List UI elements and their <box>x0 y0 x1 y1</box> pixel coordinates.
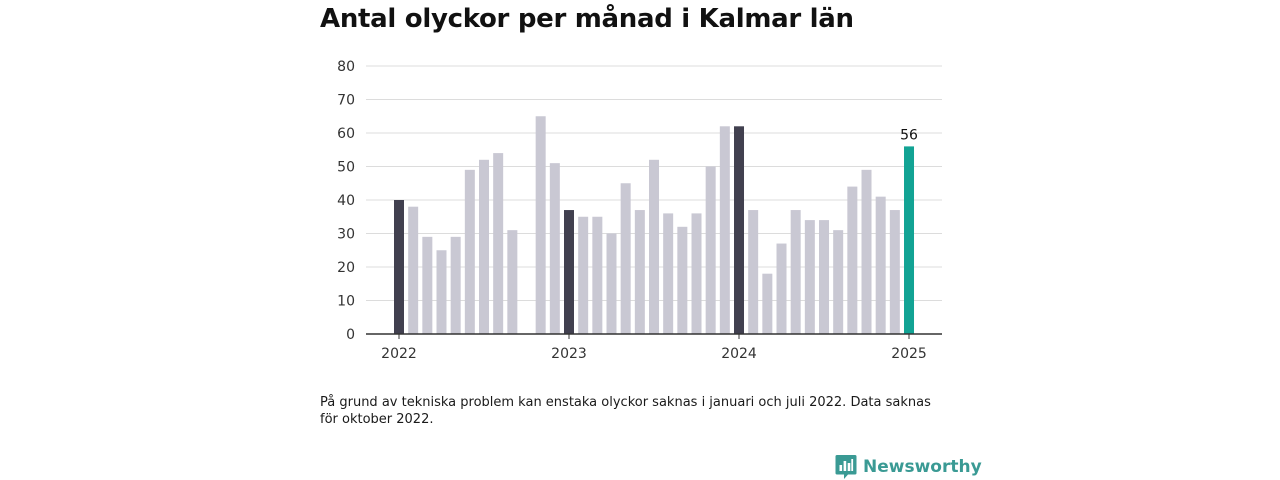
bar-2023-12 <box>719 126 730 334</box>
x-tick-label: 2025 <box>891 346 927 362</box>
bar-2024-08 <box>833 230 844 334</box>
y-tick-label: 10 <box>337 294 355 310</box>
bar-2024-10 <box>861 169 872 334</box>
brand-name: Newsworthy <box>863 457 982 477</box>
bar-2025-01 <box>904 146 915 334</box>
x-tick-label: 2023 <box>551 346 587 362</box>
bar-2022-11 <box>535 116 546 334</box>
bar-2023-05 <box>620 183 631 334</box>
bars <box>394 116 915 334</box>
bar-chart: 0 10 20 30 40 50 60 70 80 2022 2023 2024 2025 56 <box>337 59 942 362</box>
bar-2023-02 <box>578 216 589 334</box>
bar-2022-06 <box>464 169 475 334</box>
bar-2024-02 <box>748 210 759 334</box>
y-tick-label: 0 <box>346 327 355 343</box>
bar-2024-04 <box>776 243 787 334</box>
newsworthy-logo[interactable]: Newsworthy <box>835 454 982 480</box>
x-axis-tick-labels: 2022 2023 2024 2025 <box>381 334 927 362</box>
bar-2023-09 <box>677 226 688 334</box>
x-tick-label: 2024 <box>721 346 757 362</box>
x-tick-label: 2022 <box>381 346 417 362</box>
bar-2024-07 <box>819 220 830 334</box>
bar-2022-01 <box>394 200 404 334</box>
newsworthy-bar-chart-icon <box>835 455 857 479</box>
bar-2023-06 <box>634 210 645 334</box>
chart-title: Antal olyckor per månad i Kalmar län <box>320 4 854 34</box>
y-tick-label: 40 <box>337 193 355 209</box>
bar-2023-08 <box>663 213 674 334</box>
y-tick-label: 50 <box>337 160 355 176</box>
y-tick-label: 70 <box>337 93 355 109</box>
bar-2023-07 <box>649 159 660 334</box>
y-tick-label: 80 <box>337 59 355 75</box>
bar-2024-06 <box>804 220 815 334</box>
data-labels: 56 <box>900 127 918 143</box>
bar-2022-03 <box>422 236 433 334</box>
bar-2022-09 <box>507 230 518 334</box>
chart-footnote: På grund av tekniska problem kan enstaka… <box>320 395 931 427</box>
bar-2022-12 <box>549 163 560 334</box>
bar-2023-04 <box>606 233 617 334</box>
y-axis-tick-labels: 0 10 20 30 40 50 60 70 80 <box>337 59 355 343</box>
bar-2022-07 <box>479 159 489 334</box>
bar-2023-10 <box>691 213 702 334</box>
bar-2024-01 <box>734 126 745 334</box>
bar-2023-11 <box>705 166 716 334</box>
y-tick-label: 20 <box>337 260 355 276</box>
bar-2022-05 <box>450 236 461 334</box>
y-tick-label: 30 <box>337 227 355 243</box>
bar-2024-12 <box>889 210 900 334</box>
bar-2022-08 <box>493 153 504 334</box>
bar-2024-11 <box>875 196 886 334</box>
bar-2024-05 <box>790 210 801 334</box>
bar-2022-02 <box>408 206 419 334</box>
bar-2024-09 <box>847 186 858 334</box>
bar-2022-04 <box>436 250 447 334</box>
data-label-2025-01: 56 <box>900 127 918 143</box>
y-tick-label: 60 <box>337 126 355 142</box>
bar-2023-03 <box>592 216 603 334</box>
bar-2023-01 <box>564 210 574 334</box>
bar-2024-03 <box>762 273 773 334</box>
